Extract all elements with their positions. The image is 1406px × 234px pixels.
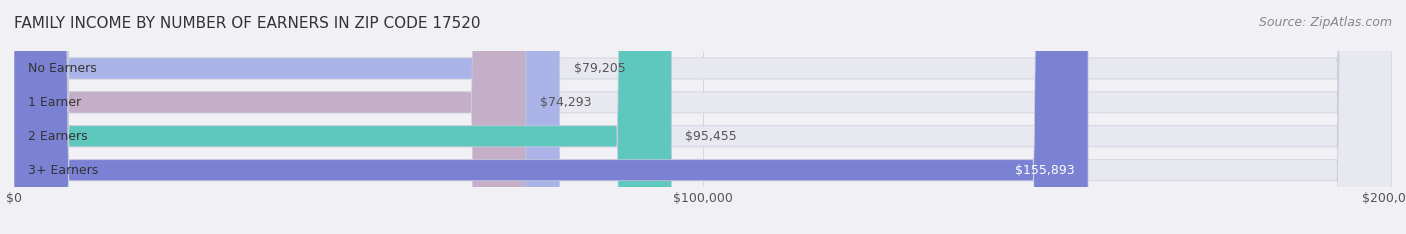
FancyBboxPatch shape — [14, 0, 1392, 234]
Text: No Earners: No Earners — [28, 62, 97, 75]
Text: $79,205: $79,205 — [574, 62, 626, 75]
FancyBboxPatch shape — [14, 0, 1392, 234]
FancyBboxPatch shape — [14, 0, 560, 234]
Text: $155,893: $155,893 — [1015, 164, 1074, 177]
FancyBboxPatch shape — [14, 0, 672, 234]
Text: $74,293: $74,293 — [540, 96, 591, 109]
Text: 3+ Earners: 3+ Earners — [28, 164, 98, 177]
Text: FAMILY INCOME BY NUMBER OF EARNERS IN ZIP CODE 17520: FAMILY INCOME BY NUMBER OF EARNERS IN ZI… — [14, 16, 481, 31]
Text: Source: ZipAtlas.com: Source: ZipAtlas.com — [1258, 16, 1392, 29]
Text: $95,455: $95,455 — [686, 130, 737, 143]
Text: 1 Earner: 1 Earner — [28, 96, 82, 109]
FancyBboxPatch shape — [14, 0, 1392, 234]
Text: 2 Earners: 2 Earners — [28, 130, 87, 143]
FancyBboxPatch shape — [14, 0, 1392, 234]
FancyBboxPatch shape — [14, 0, 1088, 234]
FancyBboxPatch shape — [14, 0, 526, 234]
